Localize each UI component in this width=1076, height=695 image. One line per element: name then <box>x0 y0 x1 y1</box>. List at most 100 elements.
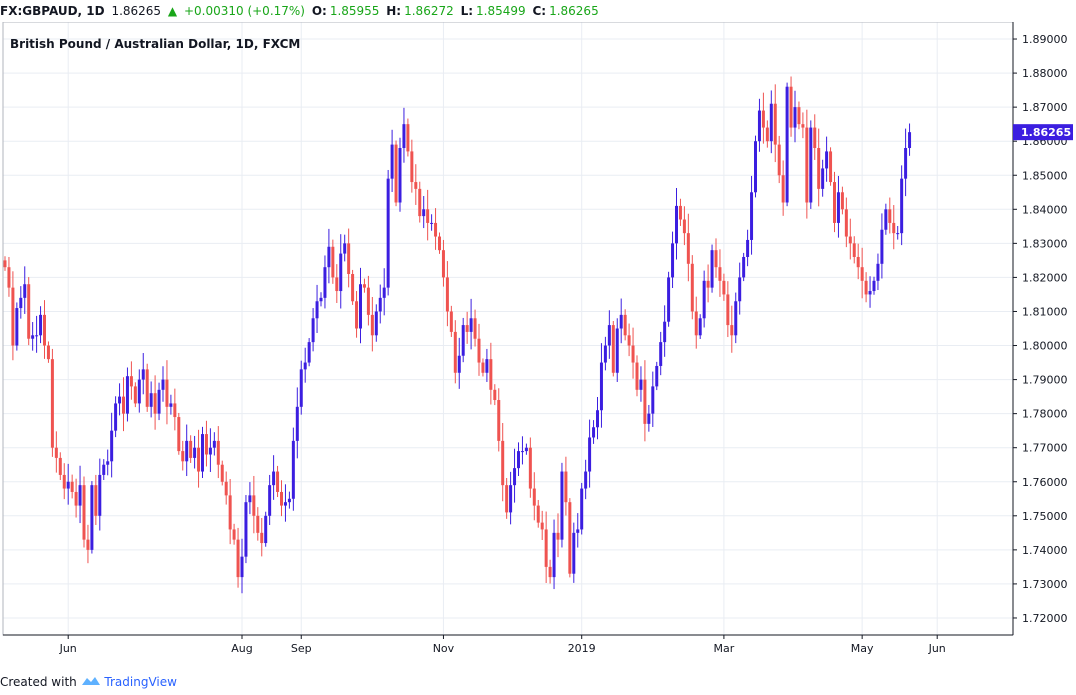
price-axis: 1.72000 1.73000 1.74000 1.75000 1.76000 1.770… <box>1013 33 1068 625</box>
candle <box>327 228 331 284</box>
candle-body <box>3 260 7 268</box>
candle-body <box>497 400 501 441</box>
candle-body <box>900 178 904 234</box>
candle <box>596 396 599 440</box>
candle-body <box>773 103 777 145</box>
candle <box>74 478 78 518</box>
candle-body <box>663 321 667 343</box>
candle <box>627 323 631 357</box>
candle-body <box>228 495 232 530</box>
candle-body <box>793 107 797 128</box>
y-tick-label: 1.89000 <box>1022 33 1068 46</box>
candle <box>438 232 441 254</box>
candle-body <box>58 457 62 475</box>
candle-body <box>754 141 757 193</box>
candle-body <box>118 396 122 404</box>
candle-body <box>765 127 769 142</box>
candle-body <box>23 284 27 298</box>
candle <box>754 135 757 198</box>
candle-body <box>528 447 532 489</box>
candle <box>434 208 438 250</box>
candle <box>193 435 197 469</box>
candle <box>35 315 39 353</box>
candle-body <box>603 345 607 363</box>
candle-body <box>173 403 177 418</box>
candle <box>639 366 643 402</box>
candle-body <box>777 144 781 176</box>
candle-body <box>469 318 473 332</box>
tradingview-brand[interactable]: TradingView <box>104 675 177 689</box>
candle <box>201 426 204 478</box>
candle <box>615 318 619 382</box>
candle <box>240 538 244 594</box>
candle-body <box>137 379 141 404</box>
y-tick-label: 1.72000 <box>1022 612 1068 625</box>
candle <box>761 92 765 144</box>
candle <box>208 428 212 472</box>
candle <box>185 424 189 477</box>
candle-body <box>532 488 536 506</box>
candle-body <box>627 335 631 346</box>
candle <box>619 298 623 344</box>
candle-body <box>441 250 445 278</box>
y-tick-label: 1.75000 <box>1022 510 1068 523</box>
candle-body <box>323 267 327 298</box>
candle <box>141 353 145 395</box>
candle-body <box>31 335 35 339</box>
candle <box>374 304 378 342</box>
candle <box>548 559 552 584</box>
candle <box>876 253 880 291</box>
candle-body <box>240 556 244 578</box>
candle-body <box>817 148 821 189</box>
candle <box>734 292 738 344</box>
candle-body <box>276 471 280 492</box>
candle-body <box>678 205 682 220</box>
candle <box>576 513 580 548</box>
candle <box>817 128 821 207</box>
candle <box>872 276 876 295</box>
price-chart[interactable]: 1.72000 1.73000 1.74000 1.75000 1.76000 1.770… <box>0 22 1076 672</box>
candle-body <box>11 287 15 346</box>
badge-label: 1.86265 <box>1021 126 1071 139</box>
grid <box>3 22 1013 635</box>
candle <box>599 343 603 428</box>
candle-body <box>544 529 548 567</box>
candle-body <box>564 471 568 503</box>
candle <box>722 273 726 301</box>
candle <box>110 412 114 478</box>
candle-body <box>264 515 268 544</box>
candle-body <box>655 365 659 387</box>
candle-body <box>201 434 204 472</box>
candle <box>805 109 809 219</box>
candle-body <box>449 311 453 332</box>
candle <box>509 471 513 525</box>
candle-body <box>378 297 382 312</box>
candle-body <box>295 406 299 441</box>
candle <box>153 375 157 430</box>
candle-body <box>98 474 102 516</box>
candle-body <box>252 495 256 516</box>
candle <box>343 234 347 262</box>
candle-body <box>821 168 825 189</box>
candle-body <box>157 389 161 414</box>
high-value: 1.86272 <box>404 4 454 18</box>
candle-body <box>852 243 856 257</box>
candle-body <box>260 532 264 544</box>
candle <box>457 337 461 389</box>
candle-body <box>90 485 94 550</box>
candle <box>663 305 667 357</box>
candle-body <box>485 359 489 373</box>
candle <box>900 165 904 246</box>
candle-body <box>789 86 793 128</box>
candle-body <box>714 250 718 268</box>
candle <box>568 498 572 578</box>
candle <box>236 527 240 588</box>
candle-body <box>339 253 343 292</box>
candle-body <box>370 314 374 336</box>
candle <box>757 98 761 152</box>
close-label: C: <box>532 4 547 18</box>
candle <box>848 218 852 260</box>
candle <box>418 181 422 223</box>
candle <box>228 479 232 545</box>
candles <box>3 76 912 594</box>
